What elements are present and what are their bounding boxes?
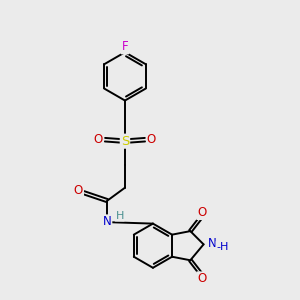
Text: O: O: [94, 133, 103, 146]
Text: S: S: [121, 135, 129, 148]
Text: O: O: [197, 206, 206, 219]
Text: O: O: [74, 184, 83, 197]
Text: O: O: [197, 272, 206, 285]
Text: O: O: [147, 133, 156, 146]
Text: F: F: [122, 40, 128, 53]
Text: N: N: [207, 237, 216, 250]
Text: H: H: [116, 211, 124, 221]
Text: N: N: [103, 215, 111, 228]
Text: -H: -H: [217, 242, 229, 252]
